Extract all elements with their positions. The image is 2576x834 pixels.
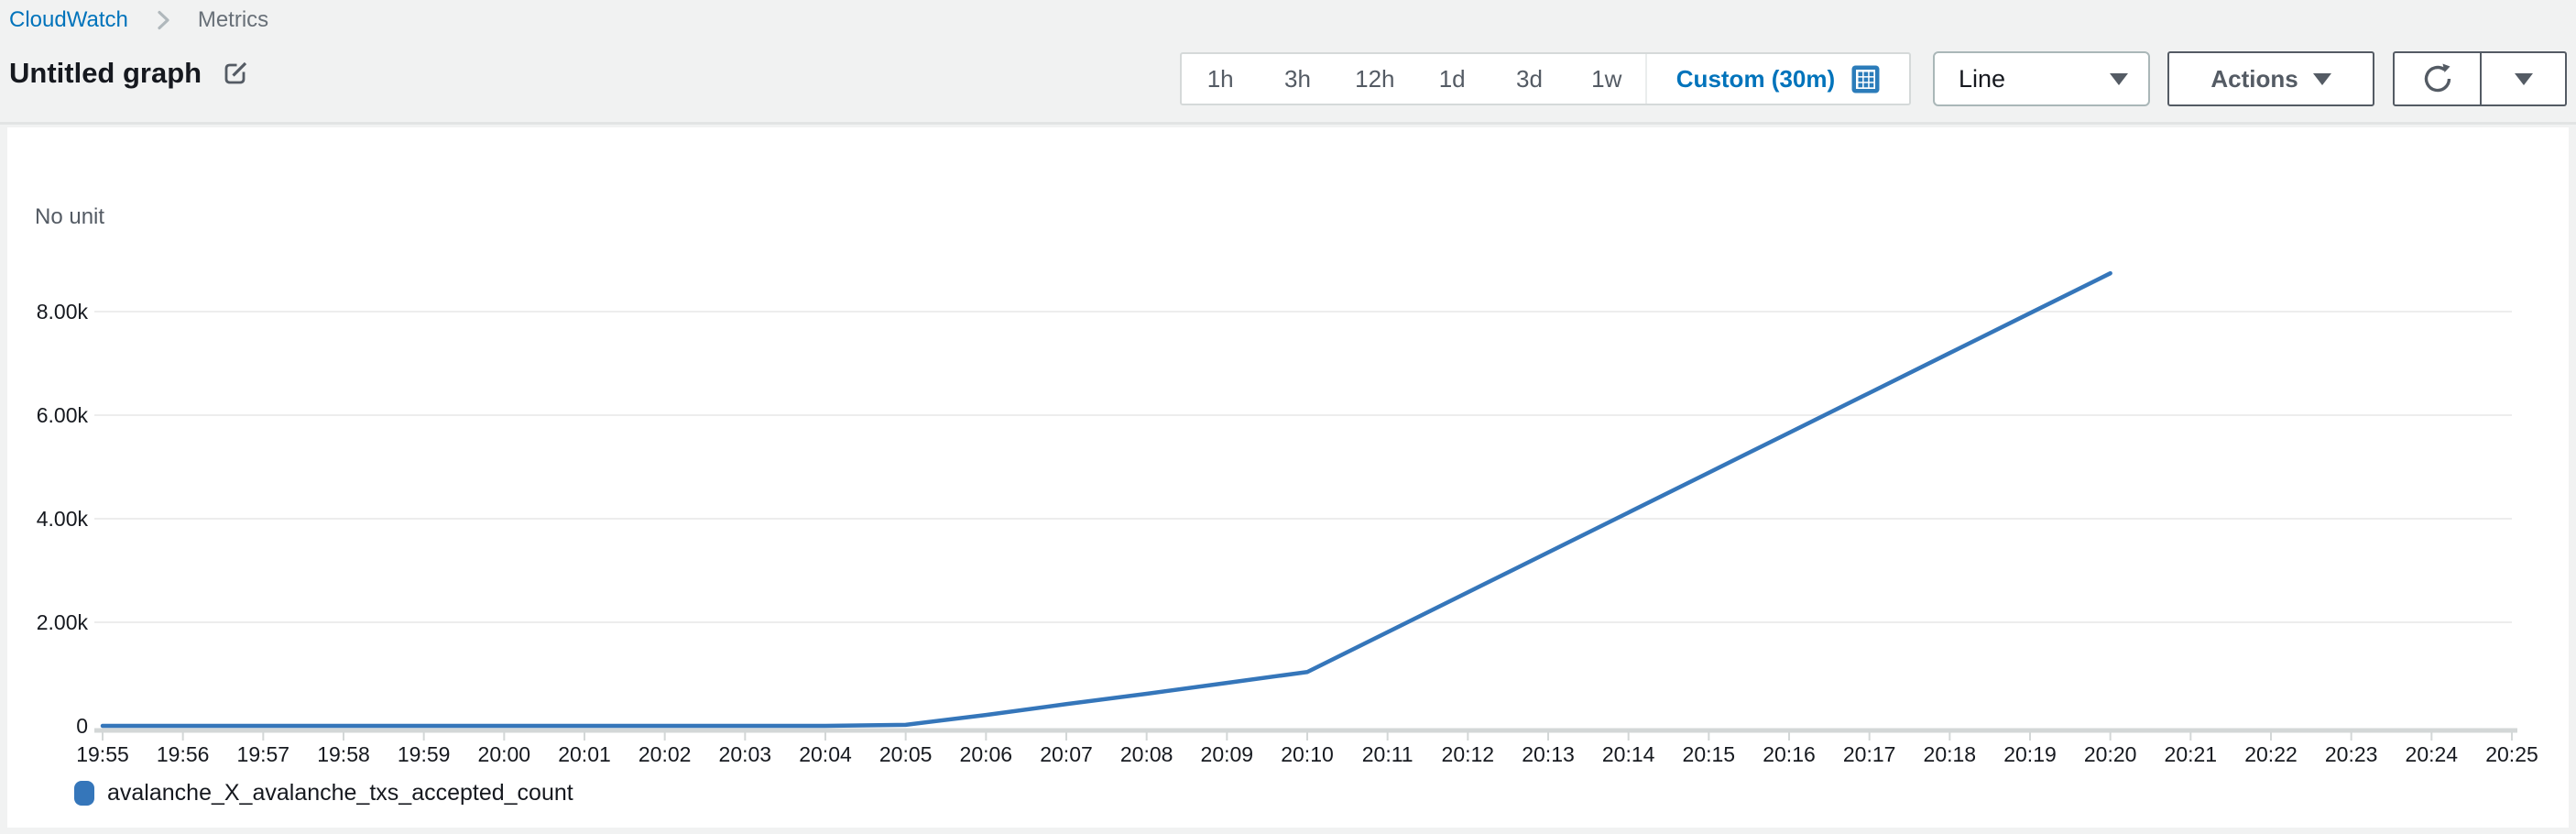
actions-label: Actions — [2210, 64, 2298, 93]
x-tick-label: 19:59 — [398, 742, 451, 766]
range-1d-button[interactable]: 1d — [1414, 54, 1490, 104]
range-3d-button[interactable]: 3d — [1490, 54, 1567, 104]
x-tick-label: 20:04 — [799, 742, 852, 766]
x-tick-label: 20:19 — [2003, 742, 2057, 766]
x-tick-label: 20:12 — [1442, 742, 1495, 766]
edit-title-icon[interactable] — [222, 60, 249, 87]
x-tick-label: 20:07 — [1040, 742, 1093, 766]
x-tick-label: 20:14 — [1602, 742, 1655, 766]
breadcrumb-metrics: Metrics — [197, 7, 269, 32]
x-tick-label: 19:58 — [317, 742, 370, 766]
y-tick-label: 4.00k — [37, 507, 89, 531]
legend-marker — [74, 781, 94, 806]
x-tick-label: 20:25 — [2485, 742, 2538, 766]
x-tick-label: 20:00 — [478, 742, 531, 766]
breadcrumb-chevron-icon — [152, 9, 174, 31]
x-tick-label: 20:10 — [1281, 742, 1334, 766]
breadcrumb-cloudwatch-link[interactable]: CloudWatch — [9, 7, 128, 32]
y-tick-label: 8.00k — [37, 300, 89, 324]
y-tick-label: 6.00k — [37, 403, 89, 427]
chevron-down-icon — [2514, 72, 2533, 85]
x-tick-label: 20:17 — [1843, 742, 1896, 766]
x-tick-label: 20:03 — [719, 742, 772, 766]
x-tick-label: 20:23 — [2325, 742, 2378, 766]
x-tick-label: 20:16 — [1763, 742, 1816, 766]
refresh-options-button[interactable] — [2482, 51, 2567, 106]
time-range-group: 1h 3h 12h 1d 3d 1w Custom (30m) — [1180, 52, 1911, 105]
x-tick-label: 20:06 — [960, 742, 1013, 766]
x-tick-label: 20:09 — [1201, 742, 1254, 766]
page-title: Untitled graph — [9, 57, 202, 89]
range-1h-button[interactable]: 1h — [1182, 54, 1259, 104]
x-tick-label: 20:24 — [2406, 742, 2459, 766]
chart-type-value: Line — [1959, 64, 2006, 93]
chevron-down-icon — [2110, 72, 2128, 85]
x-tick-label: 20:18 — [1924, 742, 1977, 766]
legend-label: avalanche_X_avalanche_txs_accepted_count — [107, 780, 573, 806]
y-tick-label: 2.00k — [37, 610, 89, 634]
refresh-icon — [2421, 62, 2454, 95]
y-axis-unit-label: No unit — [35, 204, 105, 229]
range-3h-button[interactable]: 3h — [1259, 54, 1336, 104]
chevron-down-icon — [2312, 72, 2331, 85]
x-tick-label: 20:20 — [2084, 742, 2137, 766]
calendar-icon — [1851, 65, 1880, 93]
range-1w-button[interactable]: 1w — [1568, 54, 1645, 104]
page-header: CloudWatch Metrics Untitled graph 1h 3h … — [0, 0, 2576, 125]
custom-range-button[interactable]: Custom (30m) — [1644, 54, 1909, 104]
x-tick-label: 20:01 — [558, 742, 611, 766]
graph-card: No unit 0 2.00k 4.00k 6.00k 8.00k 19:55 19:56 1… — [7, 127, 2569, 828]
x-tick-label: 20:21 — [2165, 742, 2218, 766]
x-tick-label: 20:08 — [1120, 742, 1173, 766]
x-tick-label: 20:05 — [879, 742, 933, 766]
x-tick-label: 20:22 — [2244, 742, 2298, 766]
x-tick-label: 19:57 — [237, 742, 290, 766]
range-12h-button[interactable]: 12h — [1337, 54, 1414, 104]
x-tick-label: 19:55 — [76, 742, 129, 766]
x-tick-label: 20:15 — [1683, 742, 1736, 766]
actions-button[interactable]: Actions — [2167, 51, 2374, 106]
y-tick-label: 0 — [76, 714, 88, 738]
x-tick-label: 20:02 — [639, 742, 692, 766]
refresh-split-button — [2393, 51, 2567, 106]
x-tick-label: 20:13 — [1522, 742, 1575, 766]
metric-series-line — [100, 270, 2112, 729]
metric-line-chart[interactable]: 0 2.00k 4.00k 6.00k 8.00k 19:55 19:56 19:57 19:5… — [7, 127, 2569, 828]
legend-item[interactable]: avalanche_X_avalanche_txs_accepted_count — [74, 780, 573, 807]
x-tick-label: 19:56 — [157, 742, 210, 766]
x-tick-label: 20:11 — [1362, 742, 1414, 766]
breadcrumb: CloudWatch Metrics — [9, 7, 268, 33]
refresh-button[interactable] — [2393, 51, 2482, 106]
custom-range-label: Custom (30m) — [1675, 64, 1836, 93]
chart-type-select[interactable]: Line — [1933, 51, 2150, 106]
